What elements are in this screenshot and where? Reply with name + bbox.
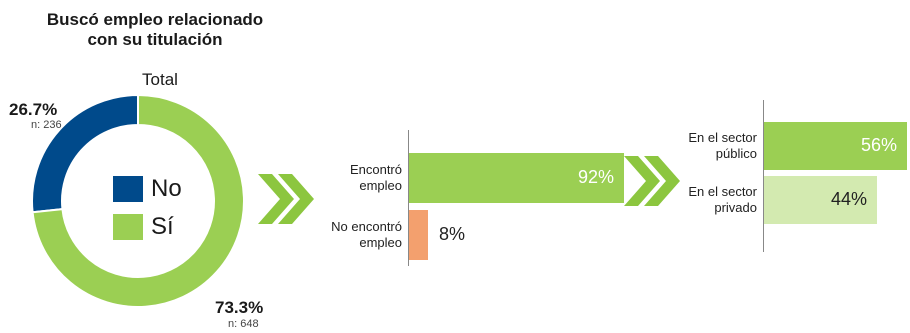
bar-category-label: No encontró empleo [331,219,402,250]
legend-item-no: No [113,175,182,203]
donut-subtitle: Total [142,70,178,89]
donut-slice-si [31,93,245,308]
double-chevron-icon-2 [624,156,680,206]
slice-no-count: n: 236 [31,119,62,131]
donut-title: Buscó empleo relacionado con su titulaci… [46,10,264,49]
legend-label-si: Sí [151,213,174,240]
double-chevron-icon-1 [258,174,314,224]
bar-value-label: 8% [439,224,466,244]
bars2-axis [763,100,764,252]
bars1-axis [408,130,409,266]
bar-category-label: Encontró empleo [349,162,402,193]
bar [409,153,624,203]
donut-legend: No Sí [113,175,182,241]
legend-swatch-no [113,176,143,202]
slice-si-count: n: 648 [228,318,259,330]
bar [409,210,428,260]
bar-category-label: En el sector público [688,130,757,161]
bar-value-label: 56% [860,135,897,155]
slice-no-percent: 26.7% [9,100,58,119]
slice-si-percent: 73.3% [215,298,264,317]
legend-label-no: No [151,175,182,202]
bar-category-label: En el sector privado [688,184,757,215]
bar-value-label: 44% [830,189,867,209]
bar [764,122,907,170]
legend-swatch-si [113,214,143,240]
bar [764,176,877,224]
legend-item-si: Sí [113,213,182,241]
bar-value-label: 92% [577,167,614,187]
